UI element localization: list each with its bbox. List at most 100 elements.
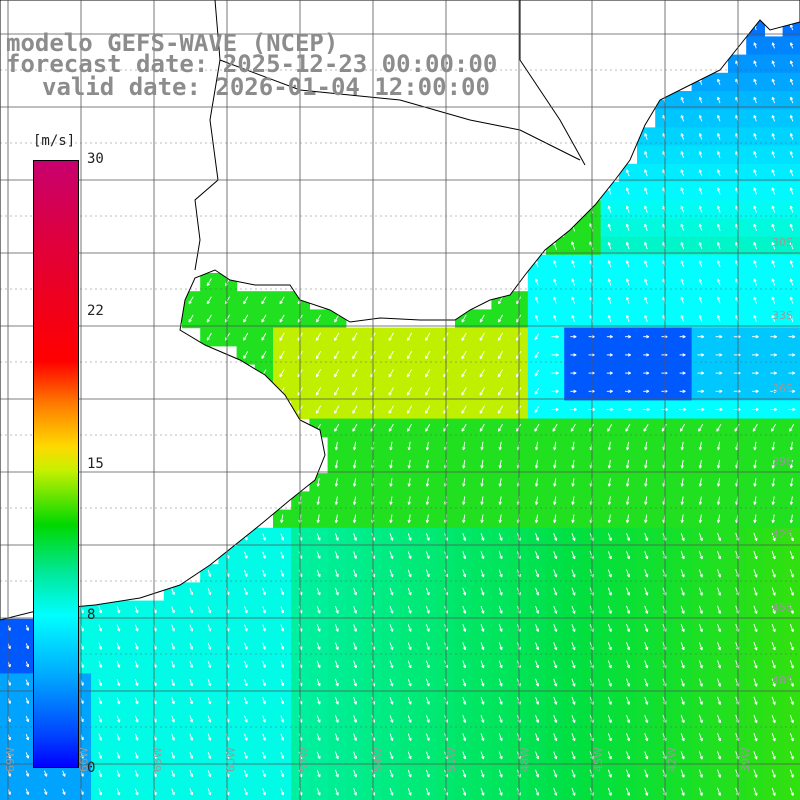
wind-arrow: [388, 369, 394, 378]
field-cell: [527, 400, 547, 420]
wind-arrow: [534, 351, 539, 359]
field-cell: [527, 327, 547, 347]
wind-arrow: [607, 296, 612, 304]
wind-arrow: [624, 407, 632, 412]
wind-arrow: [334, 423, 340, 432]
wind-arrow: [770, 353, 777, 357]
wind-arrow: [315, 350, 322, 360]
wind-arrow: [789, 114, 794, 122]
wind-arrow: [680, 133, 685, 140]
wind-arrow: [243, 296, 249, 305]
wind-arrow: [771, 314, 776, 322]
wind-arrow: [789, 151, 794, 159]
colorbar-tick-8: 8: [87, 607, 96, 623]
longitude-label: 54W: [372, 747, 385, 772]
field-cell: [782, 127, 800, 147]
field-cell: [782, 527, 800, 547]
wind-arrow: [788, 389, 796, 394]
wind-arrow: [607, 260, 612, 268]
wind-arrow: [206, 314, 212, 323]
wind-arrow: [534, 406, 539, 413]
wind-arrow: [261, 296, 267, 305]
wind-arrow: [553, 314, 557, 322]
wind-arrow: [771, 223, 776, 232]
wind-arrow: [497, 314, 503, 323]
wind-arrow: [680, 223, 685, 232]
wind-arrow: [697, 334, 705, 339]
wind-arrow: [789, 278, 794, 286]
wind-arrow: [644, 187, 648, 195]
wind-arrow: [406, 350, 413, 360]
wind-arrow: [716, 223, 721, 232]
wind-arrow: [789, 314, 794, 322]
wind-arrow: [680, 296, 685, 304]
wind-arrow: [789, 241, 794, 250]
wind-arrow: [406, 423, 412, 432]
wind-arrow: [461, 387, 467, 396]
wind-arrow: [625, 296, 630, 304]
wind-arrow: [717, 114, 721, 122]
wind-arrow: [771, 169, 776, 177]
wind-arrow: [753, 260, 757, 268]
wind-arrow: [771, 114, 776, 122]
wind-arrow: [752, 334, 759, 339]
wind-arrow: [261, 314, 267, 323]
wind-arrow: [697, 407, 705, 412]
wind-arrow: [406, 405, 413, 414]
wind-arrow: [717, 133, 721, 140]
wind-arrow: [551, 371, 559, 375]
wind-arrow: [461, 314, 467, 323]
wind-arrow: [571, 296, 575, 304]
wind-arrow: [643, 334, 650, 339]
wind-arrow: [625, 260, 630, 268]
wind-arrow: [406, 387, 413, 396]
wind-arrow: [570, 389, 577, 394]
wind-arrow: [352, 387, 358, 396]
longitude-label: 57W: [298, 747, 311, 772]
wind-arrow: [644, 169, 648, 177]
wind-arrow: [680, 169, 685, 177]
wind-arrow: [625, 205, 630, 213]
wind-arrow: [534, 296, 539, 304]
wind-arrow: [698, 133, 703, 140]
longitude-label: 48W: [519, 747, 532, 772]
wind-arrow: [752, 371, 759, 375]
wind-arrow: [625, 389, 631, 394]
wind-arrow: [771, 260, 776, 268]
wind-arrow: [479, 332, 485, 341]
wind-arrow: [753, 241, 757, 250]
wind-arrow: [717, 78, 721, 85]
wind-arrow: [553, 296, 557, 304]
wind-arrow: [497, 350, 504, 360]
wind-arrow: [352, 332, 358, 341]
wind-arrow: [606, 353, 613, 357]
wind-arrow: [188, 314, 194, 323]
wind-arrow: [789, 78, 794, 85]
wind-arrow: [388, 423, 394, 432]
wind-arrow: [534, 388, 539, 395]
wind-arrow: [753, 42, 757, 49]
wind-arrow: [680, 205, 685, 213]
wind-arrow: [625, 278, 630, 286]
field-cell: [782, 109, 800, 128]
wind-arrow: [479, 350, 485, 360]
wind-arrow: [315, 314, 321, 323]
wind-arrow: [388, 332, 394, 341]
wind-arrow: [315, 332, 322, 341]
wind-arrow: [770, 334, 777, 339]
wind-arrow: [643, 371, 650, 375]
wind-arrow: [788, 334, 796, 339]
wind-arrow: [425, 332, 431, 341]
wind-arrow: [625, 223, 630, 232]
wind-arrow: [261, 351, 267, 359]
latitude-label: 48S: [772, 674, 793, 687]
wind-arrow: [334, 405, 340, 414]
wind-arrow: [625, 169, 630, 177]
wind-arrow: [315, 405, 322, 414]
wind-arrow: [406, 332, 413, 341]
colorbar-unit: [m/s]: [33, 133, 76, 149]
wind-arrow: [534, 278, 539, 286]
wind-arrow: [643, 353, 650, 357]
wind-arrow: [789, 260, 794, 268]
